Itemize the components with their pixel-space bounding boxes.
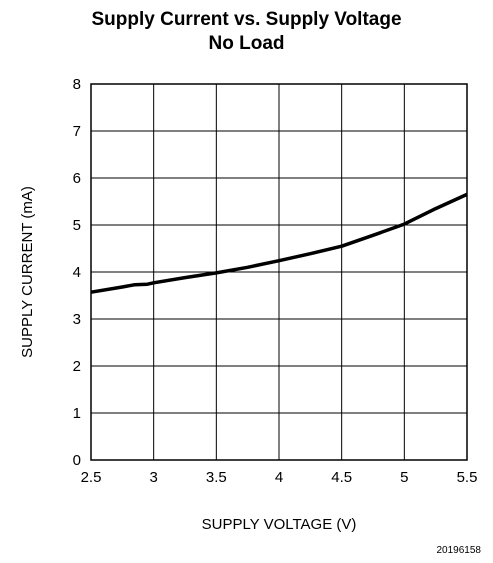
y-tick-label: 0 <box>73 452 81 469</box>
y-tick-label: 4 <box>73 264 81 281</box>
y-tick-label: 8 <box>73 76 81 93</box>
figure-code: 20196158 <box>436 545 482 556</box>
y-tick-labels: 0 1 2 3 4 5 6 7 8 <box>73 76 81 469</box>
y-tick-label: 1 <box>73 405 81 422</box>
series-line <box>90 192 468 294</box>
chart-subtitle: No Load <box>208 33 285 54</box>
plot-frame <box>90 83 468 461</box>
x-axis-label: SUPPLY VOLTAGE (V) <box>202 516 357 533</box>
x-tick-label: 3 <box>149 469 157 486</box>
x-tick-label: 4.5 <box>331 469 352 486</box>
x-tick-label: 3.5 <box>206 469 227 486</box>
y-tick-label: 5 <box>73 217 81 234</box>
x-tick-label: 2.5 <box>81 469 102 486</box>
x-tick-labels: 2.5 3 3.5 4 4.5 5 5.5 <box>81 469 478 486</box>
y-tick-label: 3 <box>73 311 81 328</box>
x-tick-label: 5.5 <box>457 469 478 486</box>
y-axis-label: SUPPLY CURRENT (mA) <box>19 186 36 358</box>
y-tick-label: 2 <box>73 358 81 375</box>
y-tick-label: 6 <box>73 170 81 187</box>
chart-title: Supply Current vs. Supply Voltage <box>91 9 402 30</box>
x-tick-label: 4 <box>275 469 283 486</box>
grid-lines <box>90 83 468 461</box>
y-tick-label: 7 <box>73 123 81 140</box>
series-group <box>90 192 468 294</box>
x-tick-label: 5 <box>400 469 408 486</box>
